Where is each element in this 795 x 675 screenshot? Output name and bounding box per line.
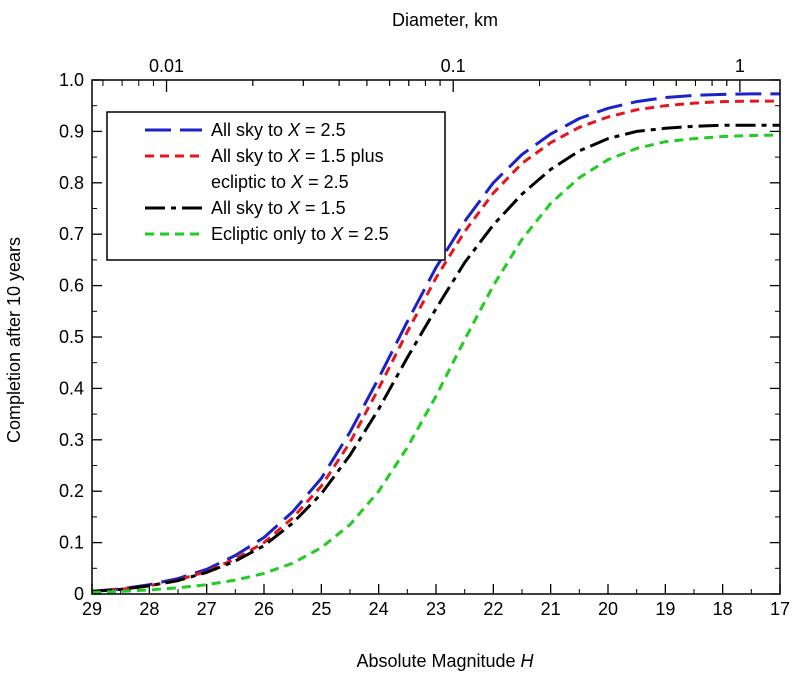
y-tick-label: 0.4 <box>59 378 84 398</box>
plot-area <box>91 92 781 594</box>
y-tick-label: 0.7 <box>59 224 84 244</box>
y-tick-label: 0.9 <box>59 121 84 141</box>
y-tick-label: 0.8 <box>59 173 84 193</box>
legend-label-4: Ecliptic only to X = 2.5 <box>211 224 389 244</box>
x-tick-label: 26 <box>254 599 274 619</box>
x-tick-label: 29 <box>82 599 102 619</box>
series-line-3 <box>91 123 780 593</box>
y-tick-label: 1.0 <box>59 70 84 90</box>
x2-tick-label: 0.1 <box>441 56 466 76</box>
x2-axis-title: Diameter, km <box>392 10 498 30</box>
axes: 29 28 27 26 25 24 23 22 21 20 19 18 17 0 0.1 0.2 0.3 0.4 0… <box>59 56 790 619</box>
series-line-2 <box>91 99 780 593</box>
x-tick-label: 18 <box>713 599 733 619</box>
x-tick-label: 24 <box>369 599 389 619</box>
x-tick-label: 28 <box>139 599 159 619</box>
x-tick-label: 21 <box>541 599 561 619</box>
x-tick-label: 20 <box>598 599 618 619</box>
y-tick-label: 0.2 <box>59 481 84 501</box>
x-tick-label: 25 <box>311 599 331 619</box>
legend-label-2: All sky to X = 1.5 plus <box>211 146 384 166</box>
x-tick-label: 23 <box>426 599 446 619</box>
legend-label-3: All sky to X = 1.5 <box>211 198 346 218</box>
y-tick-label: 0.6 <box>59 276 84 296</box>
x-tick-label: 17 <box>770 599 790 619</box>
y-tick-label: 0.5 <box>59 327 84 347</box>
series-line-4 <box>91 133 781 594</box>
x2-tick-label: 1 <box>735 56 745 76</box>
y-tick-label: 0 <box>74 584 84 604</box>
legend-label-2: ecliptic to X = 2.5 <box>211 172 349 192</box>
x2-tick-label: 0.01 <box>149 56 184 76</box>
y-tick-label: 0.1 <box>59 533 84 553</box>
x-axis-title: Absolute Magnitude H <box>356 651 534 671</box>
legend: All sky to X = 2.5 All sky to X = 1.5 plu… <box>106 111 446 261</box>
x-tick-label: 22 <box>483 599 503 619</box>
x-tick-label: 27 <box>197 599 217 619</box>
x-tick-label: 19 <box>655 599 675 619</box>
legend-label-1: All sky to X = 2.5 <box>211 120 346 140</box>
y-axis-title: Completion after 10 years <box>4 237 24 443</box>
y-tick-label: 0.3 <box>59 430 84 450</box>
series-line-1 <box>91 92 780 593</box>
